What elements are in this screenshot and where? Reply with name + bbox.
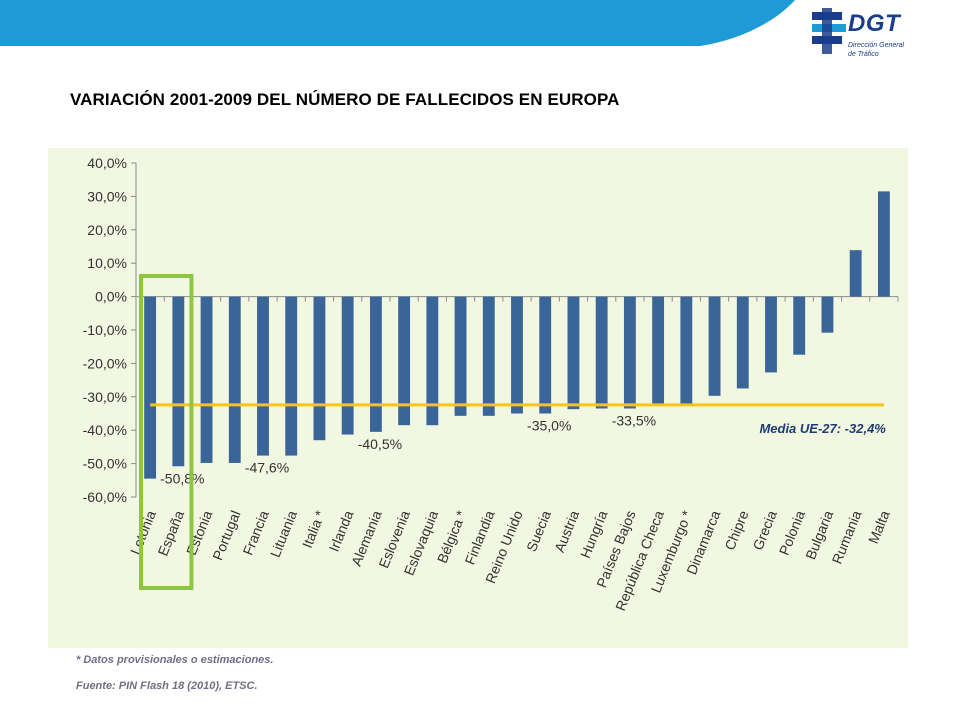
logo-text: DGT <box>848 10 901 37</box>
bar-20 <box>708 296 721 396</box>
bar-9 <box>398 296 411 426</box>
bar-13 <box>511 296 523 414</box>
data-label: -47,6% <box>245 460 289 476</box>
bar-8 <box>369 296 382 432</box>
bar-6 <box>313 296 326 441</box>
bar-2 <box>200 296 213 463</box>
category-label: Irlanda <box>326 508 357 554</box>
footnote-provisional: * Datos provisionales o estimaciones. <box>76 654 274 666</box>
y-tick-label: 0,0% <box>95 289 127 305</box>
category-label: Polonia <box>776 508 808 557</box>
bar-14 <box>539 296 552 414</box>
y-tick-label: 40,0% <box>87 155 127 171</box>
data-label: -50,8% <box>160 470 204 486</box>
category-label: Malta <box>865 508 893 546</box>
bar-22 <box>765 296 777 373</box>
category-label: Francia <box>239 508 271 557</box>
bar-12 <box>482 296 495 416</box>
y-tick-label: -60,0% <box>83 489 127 505</box>
bar-1 <box>172 296 185 467</box>
footnote-source: Fuente: PIN Flash 18 (2010), ETSC. <box>76 680 258 692</box>
bar-19 <box>680 296 693 405</box>
y-tick-label: -50,0% <box>83 456 127 472</box>
bar-23 <box>793 296 806 355</box>
logo-subtitle-1: Dirección General <box>848 42 905 49</box>
bar-24 <box>821 296 834 333</box>
bar-5 <box>285 296 298 456</box>
bar-4 <box>257 296 269 456</box>
category-label: Suecia <box>523 508 554 554</box>
bar-7 <box>341 296 354 435</box>
y-tick-label: 20,0% <box>87 222 127 238</box>
page-title: VARIACIÓN 2001-2009 DEL NÚMERO DE FALLEC… <box>70 90 620 109</box>
y-tick-label: 10,0% <box>87 255 127 271</box>
y-tick-label: -30,0% <box>83 389 127 405</box>
bar-17 <box>623 296 636 409</box>
category-label: Austria <box>551 508 582 555</box>
highlight-box <box>139 274 194 590</box>
logo-subtitle-2: de Tráfico <box>848 51 879 58</box>
y-tick-label: -20,0% <box>83 355 127 371</box>
bar-15 <box>567 296 580 410</box>
top-banner <box>0 0 795 46</box>
category-label: Grecia <box>749 508 779 552</box>
y-tick-label: -40,0% <box>83 422 127 438</box>
dgt-logo: DGT Dirección General de Tráfico <box>812 6 952 62</box>
dgt-cross-icon <box>812 8 846 54</box>
bar-21 <box>736 296 749 389</box>
bar-18 <box>652 296 665 405</box>
bar-25 <box>849 250 862 297</box>
category-label: Lituania <box>267 508 300 560</box>
bar-10 <box>426 296 439 426</box>
bar-16 <box>595 296 608 409</box>
bar-11 <box>454 296 467 416</box>
bar-chart: 40,0% 30,0% 20,0% 10,0% 0,0% -10,0% -20,0% -30,… <box>83 155 899 613</box>
category-label: Chipre <box>721 508 751 552</box>
data-label: -40,5% <box>358 436 402 452</box>
bar-0 <box>144 296 157 479</box>
bar-3 <box>228 296 241 463</box>
category-label: Estonia <box>183 508 215 557</box>
data-label: -33,5% <box>612 412 656 428</box>
y-tick-label: -10,0% <box>83 322 127 338</box>
category-label: Italia * <box>299 508 329 551</box>
bar-26 <box>877 191 890 297</box>
average-label: Media UE-27: -32,4% <box>759 421 886 436</box>
y-tick-label: 30,0% <box>87 188 127 204</box>
data-label: -35,0% <box>527 418 571 434</box>
